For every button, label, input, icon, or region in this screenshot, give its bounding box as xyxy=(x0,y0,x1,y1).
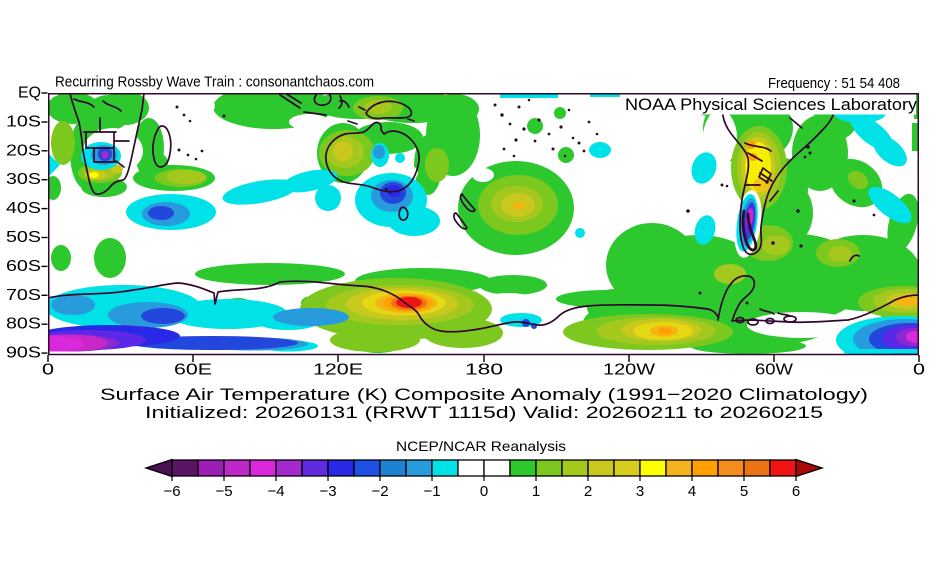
svg-text:120E: 120E xyxy=(313,362,363,379)
svg-text:180: 180 xyxy=(465,362,503,379)
svg-text:50S: 50S xyxy=(6,229,41,246)
svg-text:10S: 10S xyxy=(6,113,41,130)
svg-text:120W: 120W xyxy=(603,362,656,379)
svg-text:2: 2 xyxy=(584,483,592,500)
svg-text:5: 5 xyxy=(740,483,748,500)
svg-text:0: 0 xyxy=(42,362,54,379)
svg-text:NOAA Physical Sciences Laborat: NOAA Physical Sciences Laboratory xyxy=(625,96,918,114)
svg-text:90S: 90S xyxy=(6,345,41,362)
svg-text:70S: 70S xyxy=(6,287,41,304)
svg-text:6: 6 xyxy=(792,483,800,500)
svg-text:−3: −3 xyxy=(319,483,336,500)
svg-text:−6: −6 xyxy=(163,483,180,500)
svg-text:NCEP/NCAR Reanalysis: NCEP/NCAR Reanalysis xyxy=(396,438,566,454)
svg-text:Frequency : 51 54 408: Frequency : 51 54 408 xyxy=(768,75,900,92)
svg-text:60S: 60S xyxy=(6,258,41,275)
svg-text:3: 3 xyxy=(636,483,644,500)
svg-text:60W: 60W xyxy=(755,362,794,379)
svg-text:Recurring Rossby Wave Train :: Recurring Rossby Wave Train : consonantc… xyxy=(55,74,374,91)
svg-text:30S: 30S xyxy=(6,171,41,188)
svg-text:−2: −2 xyxy=(371,483,388,500)
svg-text:60E: 60E xyxy=(174,362,212,379)
svg-text:40S: 40S xyxy=(6,200,41,217)
svg-text:1: 1 xyxy=(532,483,540,500)
svg-text:Initialized: 20260131 (RRWT 11: Initialized: 20260131 (RRWT 1115d) Valid… xyxy=(145,403,823,422)
svg-text:EQ: EQ xyxy=(18,85,41,102)
svg-text:Surface Air Temperature (K) Co: Surface Air Temperature (K) Composite An… xyxy=(100,385,868,404)
svg-text:80S: 80S xyxy=(6,316,41,333)
svg-text:0: 0 xyxy=(913,362,925,379)
svg-text:0: 0 xyxy=(480,483,488,500)
svg-text:−1: −1 xyxy=(423,483,440,500)
svg-text:−4: −4 xyxy=(267,483,284,500)
svg-text:20S: 20S xyxy=(6,142,41,159)
svg-text:4: 4 xyxy=(688,483,696,500)
svg-text:−5: −5 xyxy=(215,483,232,500)
